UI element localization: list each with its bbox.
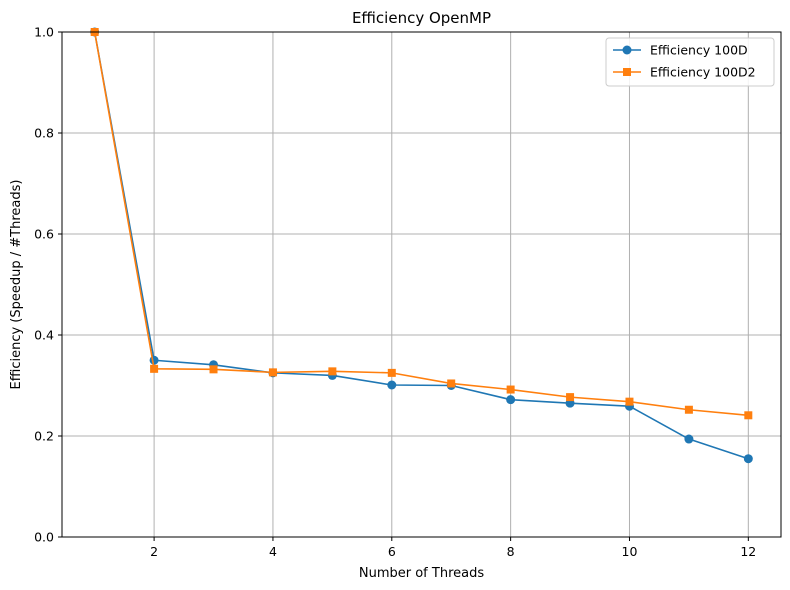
data-point-square [684,405,693,414]
legend-marker-square [623,68,631,76]
y-axis-label: Efficiency (Speedup / #Threads) [9,180,24,390]
data-point-circle [743,454,753,464]
legend-label: Efficiency 100D2 [650,65,756,80]
legend: Efficiency 100D Efficiency 100D2 [605,37,775,87]
data-point-square [625,397,634,406]
data-point-square [506,385,515,394]
data-point-square [387,368,396,377]
chart-title: Efficiency OpenMP [352,9,491,27]
x-tick-label: 6 [388,544,396,559]
y-tick-label: 1.0 [34,25,54,40]
data-point-square [328,367,337,376]
data-point-square [566,393,575,402]
x-tick-label: 2 [150,544,158,559]
legend-box [605,37,775,87]
y-tick-label: 0.2 [34,429,54,444]
series-line [93,31,749,417]
x-tick-label: 8 [507,544,515,559]
x-tick-label: 10 [622,544,638,559]
x-tick-label: 12 [740,544,756,559]
series-2 [90,28,753,420]
legend-entries: Efficiency 100D Efficiency 100D2 [613,43,756,80]
x-tick-label: 4 [269,544,277,559]
y-tick-label: 0.8 [34,126,54,141]
data-point-circle [506,395,516,405]
data-point-square [744,411,753,420]
data-point-square [447,379,456,388]
data-point-square [150,364,159,373]
axis-ticks: 2 4 6 8 10 12 0.0 0.2 0.4 0.6 0.8 1.0 [34,25,756,560]
y-tick-label: 0.6 [34,227,54,242]
data-point-circle [684,434,694,444]
y-tick-label: 0.0 [34,530,54,545]
legend-label: Efficiency 100D [650,43,748,58]
series-layer [90,27,753,464]
series-line [93,31,749,460]
y-tick-label: 0.4 [34,328,54,343]
data-point-square [209,365,218,374]
data-point-square [268,368,277,377]
x-axis-label: Number of Threads [359,566,484,581]
data-point-circle [149,355,159,365]
plot-area-frame [61,31,782,538]
legend-marker-circle [622,45,632,55]
data-point-circle [387,380,397,390]
